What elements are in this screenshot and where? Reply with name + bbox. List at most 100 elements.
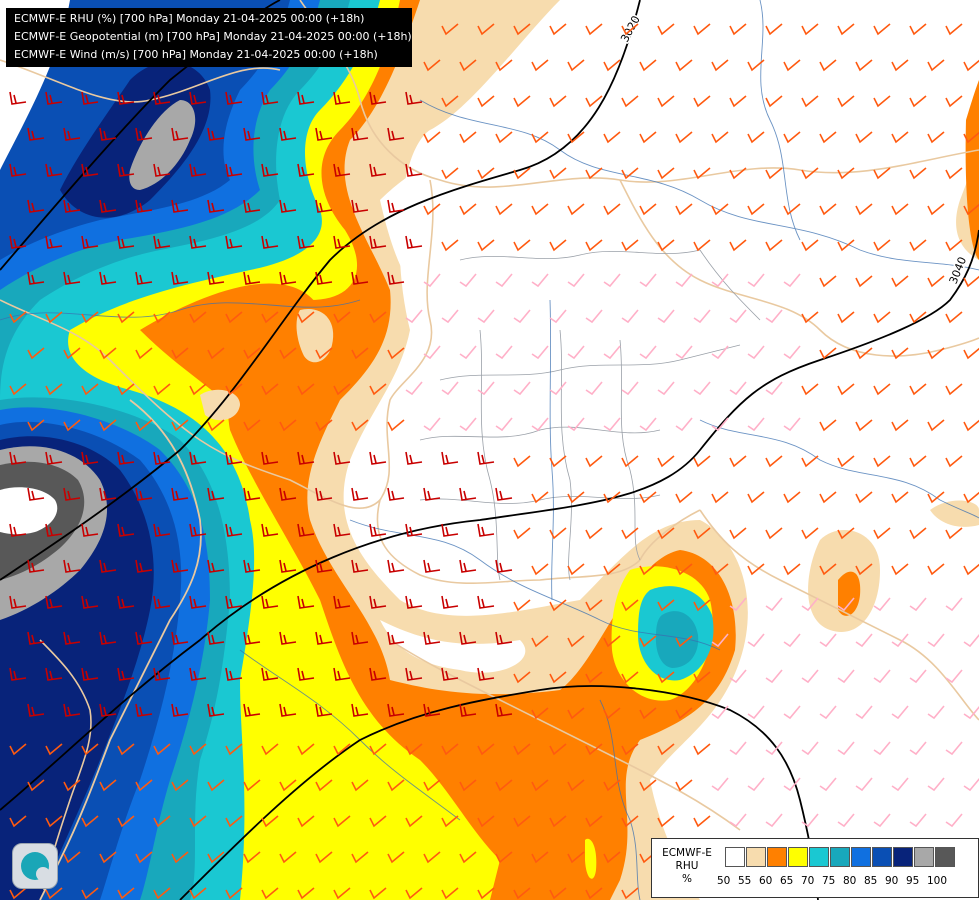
- wind-barb: [99, 851, 117, 864]
- wind-barb: [819, 59, 837, 72]
- wind-barb: [963, 633, 979, 648]
- wind-barb: [171, 199, 189, 213]
- wind-barb: [387, 631, 405, 645]
- wind-barb: [621, 23, 639, 36]
- wind-barb: [531, 851, 549, 864]
- wind-barb: [783, 563, 801, 576]
- wind-barb: [891, 131, 909, 144]
- wind-barb: [927, 563, 945, 576]
- wind-barb: [117, 451, 135, 465]
- wind-barb: [621, 887, 639, 900]
- wind-barb: [513, 309, 531, 324]
- wind-barb: [225, 523, 243, 537]
- wind-barb: [9, 595, 27, 609]
- wind-barb: [567, 707, 585, 720]
- wind-barb: [765, 597, 783, 612]
- wind-barb: [477, 815, 495, 828]
- country-border: [389, 639, 741, 831]
- wind-barb: [513, 743, 531, 756]
- wind-barb: [297, 887, 315, 900]
- wind-barb: [63, 779, 81, 792]
- wind-barb: [189, 887, 207, 900]
- wind-barb: [513, 815, 531, 828]
- wind-barb: [621, 167, 639, 180]
- wind-barb: [477, 95, 495, 108]
- wind-barb: [531, 417, 549, 432]
- rhu-area-50: [380, 620, 526, 673]
- wind-barb: [243, 419, 261, 432]
- wind-barb: [945, 455, 963, 468]
- wind-barb: [297, 667, 315, 681]
- wind-barb: [729, 527, 747, 540]
- wind-barb: [99, 199, 117, 213]
- wind-barb: [891, 347, 909, 360]
- wind-barb: [441, 167, 459, 180]
- wind-barb: [369, 451, 387, 465]
- wind-barb: [909, 455, 927, 468]
- wind-barb: [693, 599, 711, 612]
- wind-barb: [45, 667, 63, 681]
- wind-barb: [333, 667, 351, 681]
- wind-barb: [387, 779, 405, 792]
- wind-barb: [855, 633, 873, 648]
- wind-barb: [765, 527, 783, 540]
- country-border: [619, 179, 979, 357]
- wind-barb: [99, 419, 117, 432]
- wind-barb: [639, 417, 657, 432]
- wind-barb: [603, 417, 621, 432]
- wind-barb: [549, 599, 567, 612]
- wind-barb: [315, 271, 333, 285]
- wind-barb: [765, 95, 783, 108]
- wind-barb: [549, 527, 567, 540]
- wind-barb: [387, 347, 405, 360]
- wind-barb: [747, 131, 765, 144]
- river: [699, 419, 979, 519]
- wind-barb: [351, 419, 369, 432]
- wind-barb: [855, 347, 873, 360]
- wind-barb: [567, 273, 585, 288]
- wind-barb: [747, 59, 765, 72]
- rhu-area-60: [838, 571, 861, 616]
- wind-barb: [279, 703, 297, 717]
- wind-barb: [693, 95, 711, 108]
- wind-barb: [171, 419, 189, 432]
- wind-barb: [747, 563, 765, 576]
- wind-barb: [585, 239, 603, 252]
- wind-barb: [783, 705, 801, 720]
- wind-barb: [261, 815, 279, 828]
- wind-barb: [891, 705, 909, 720]
- wind-barb: [297, 523, 315, 537]
- wind-barb: [567, 131, 585, 144]
- wind-barb: [45, 523, 63, 537]
- wind-barb: [81, 595, 99, 609]
- legend-swatch: [788, 847, 808, 867]
- wind-barb: [819, 705, 837, 720]
- wind-barb: [693, 671, 711, 684]
- wind-barb: [909, 311, 927, 324]
- wind-barb: [441, 309, 459, 324]
- wind-barb: [711, 345, 729, 360]
- wind-barb: [927, 777, 945, 792]
- rhu-area-55: [296, 308, 334, 363]
- wind-barb: [81, 451, 99, 465]
- wind-barb: [873, 311, 891, 324]
- wind-barb: [927, 705, 945, 720]
- wind-barb: [873, 239, 891, 252]
- wind-barb: [369, 523, 387, 537]
- wind-barb: [297, 91, 315, 105]
- wind-barb: [783, 273, 801, 288]
- wind-barb: [351, 127, 369, 141]
- wind-barb: [63, 271, 81, 285]
- legend-tick: 100: [927, 875, 948, 887]
- wind-barb: [225, 667, 243, 681]
- legend-tick: 80: [843, 875, 857, 887]
- wind-barb: [819, 347, 837, 360]
- wind-barb: [603, 59, 621, 72]
- wind-barb: [189, 815, 207, 828]
- wind-barb: [45, 91, 63, 105]
- wind-barb: [909, 527, 927, 540]
- wind-barb: [45, 451, 63, 465]
- wind-barb: [45, 163, 63, 177]
- wind-barb: [27, 347, 45, 360]
- wind-barb: [837, 527, 855, 540]
